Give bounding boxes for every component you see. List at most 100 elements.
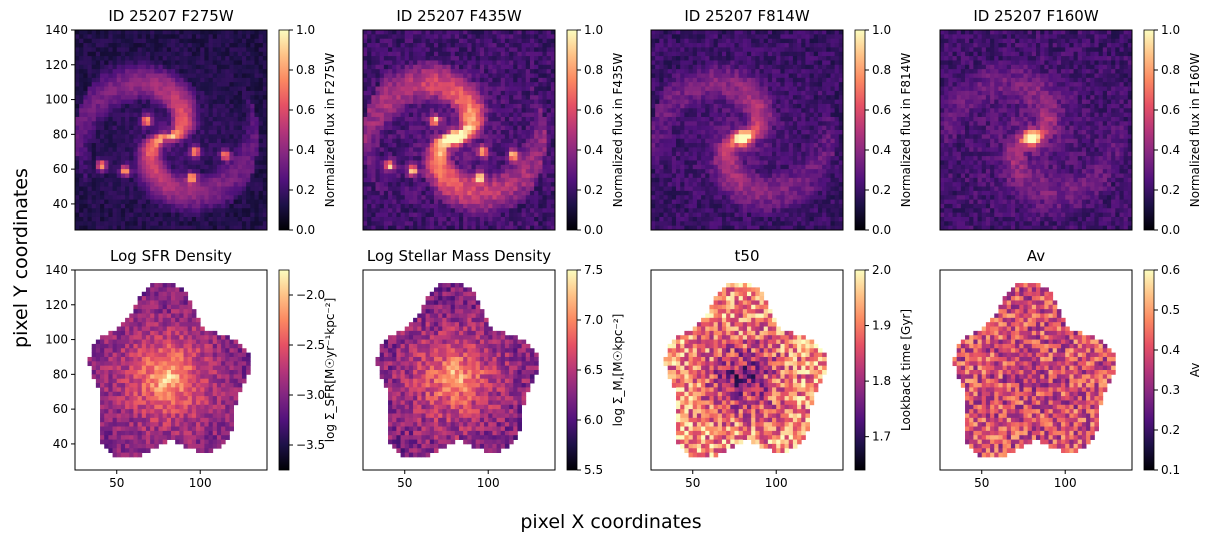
heatmap-cell bbox=[684, 134, 689, 140]
heatmap-cell bbox=[200, 30, 205, 35]
heatmap-cell bbox=[546, 138, 552, 144]
heatmap-cell bbox=[504, 151, 510, 157]
heatmap-cell bbox=[158, 160, 164, 166]
heatmap-cell bbox=[375, 203, 381, 209]
heatmap-cell bbox=[158, 77, 164, 83]
heatmap-cell bbox=[375, 64, 381, 70]
heatmap-cell bbox=[534, 186, 539, 192]
heatmap-cell bbox=[371, 190, 376, 196]
heatmap-cell bbox=[150, 173, 155, 179]
heatmap-cell bbox=[237, 130, 243, 135]
heatmap-cell bbox=[454, 147, 460, 153]
heatmap-cell bbox=[433, 177, 439, 183]
heatmap-cell bbox=[429, 73, 435, 79]
heatmap-cell bbox=[442, 169, 447, 174]
heatmap-cell bbox=[120, 60, 126, 66]
heatmap-cell bbox=[120, 43, 126, 48]
heatmap-cell bbox=[484, 182, 489, 187]
heatmap-cell bbox=[208, 195, 214, 200]
heatmap-cell bbox=[467, 130, 472, 135]
heatmap-cell bbox=[100, 47, 105, 53]
heatmap-cell bbox=[709, 125, 714, 131]
heatmap-cell bbox=[254, 43, 260, 48]
heatmap-cell bbox=[392, 82, 397, 87]
heatmap-cell bbox=[262, 34, 268, 40]
heatmap-cell bbox=[471, 216, 477, 222]
heatmap-cell bbox=[208, 125, 214, 131]
heatmap-cell bbox=[212, 151, 218, 157]
heatmap-cell bbox=[667, 43, 673, 48]
heatmap-cell bbox=[417, 156, 422, 161]
heatmap-cell bbox=[187, 186, 193, 192]
heatmap-cell bbox=[175, 38, 180, 44]
heatmap-cell bbox=[233, 121, 239, 127]
heatmap-cell bbox=[496, 199, 502, 205]
heatmap-cell bbox=[550, 212, 556, 218]
heatmap-cell bbox=[680, 160, 685, 166]
heatmap-cell bbox=[396, 147, 401, 153]
heatmap-cell bbox=[83, 121, 88, 127]
heatmap-cell bbox=[446, 134, 452, 140]
heatmap-cell bbox=[221, 208, 226, 214]
heatmap-cell bbox=[250, 64, 255, 70]
heatmap-cell bbox=[459, 195, 464, 200]
heatmap-cell bbox=[438, 164, 443, 170]
heatmap-cell bbox=[246, 156, 251, 161]
heatmap-cell bbox=[367, 99, 372, 105]
heatmap-cell bbox=[112, 108, 118, 114]
heatmap-cell bbox=[221, 225, 226, 231]
heatmap-cell bbox=[104, 212, 109, 218]
heatmap-cell bbox=[446, 138, 452, 144]
heatmap-cell bbox=[413, 199, 418, 205]
heatmap-cell bbox=[87, 177, 93, 183]
heatmap-cell bbox=[651, 56, 656, 61]
heatmap-cell bbox=[529, 125, 535, 131]
heatmap-cell bbox=[475, 199, 481, 205]
heatmap-cell bbox=[479, 134, 485, 140]
heatmap-cell bbox=[538, 208, 543, 214]
heatmap-cell bbox=[150, 182, 155, 187]
heatmap-cell bbox=[542, 77, 548, 83]
heatmap-cell bbox=[237, 69, 243, 74]
heatmap-cell bbox=[166, 82, 172, 87]
heatmap-cell bbox=[454, 169, 460, 174]
heatmap-cell bbox=[413, 125, 418, 131]
heatmap-cell bbox=[225, 138, 230, 144]
heatmap-cell bbox=[471, 138, 477, 144]
heatmap-cell bbox=[534, 147, 539, 153]
heatmap-cell bbox=[429, 64, 435, 70]
heatmap-cell bbox=[95, 38, 101, 44]
heatmap-cell bbox=[229, 169, 234, 174]
heatmap-cell bbox=[546, 177, 552, 183]
heatmap-cell bbox=[408, 225, 414, 231]
heatmap-cell bbox=[454, 216, 460, 222]
heatmap-cell bbox=[525, 138, 531, 144]
heatmap-cell bbox=[367, 73, 372, 79]
heatmap-cell bbox=[91, 195, 97, 200]
heatmap-cell bbox=[75, 216, 80, 222]
heatmap-cell bbox=[191, 47, 197, 53]
heatmap-cell bbox=[517, 95, 522, 100]
heatmap-cell bbox=[459, 138, 464, 144]
heatmap-cell bbox=[171, 56, 176, 61]
heatmap-cell bbox=[701, 77, 706, 83]
heatmap-cell bbox=[513, 112, 518, 118]
heatmap-cell bbox=[413, 216, 418, 222]
heatmap-cell bbox=[692, 125, 698, 131]
heatmap-cell bbox=[229, 73, 234, 79]
heatmap-cell bbox=[479, 195, 485, 200]
heatmap-cell bbox=[484, 77, 489, 83]
heatmap-cell bbox=[162, 51, 168, 57]
heatmap-cell bbox=[688, 221, 694, 227]
heatmap-cell bbox=[95, 212, 101, 218]
heatmap-cell bbox=[162, 169, 168, 174]
heatmap-cell bbox=[392, 34, 397, 40]
heatmap-cell bbox=[534, 177, 539, 183]
heatmap-cell bbox=[676, 212, 681, 218]
heatmap-cell bbox=[471, 190, 477, 196]
heatmap-cell bbox=[546, 95, 552, 100]
heatmap-cell bbox=[91, 225, 97, 231]
heatmap-cell bbox=[467, 86, 472, 92]
heatmap-cell bbox=[154, 60, 159, 66]
heatmap-cell bbox=[429, 86, 435, 92]
